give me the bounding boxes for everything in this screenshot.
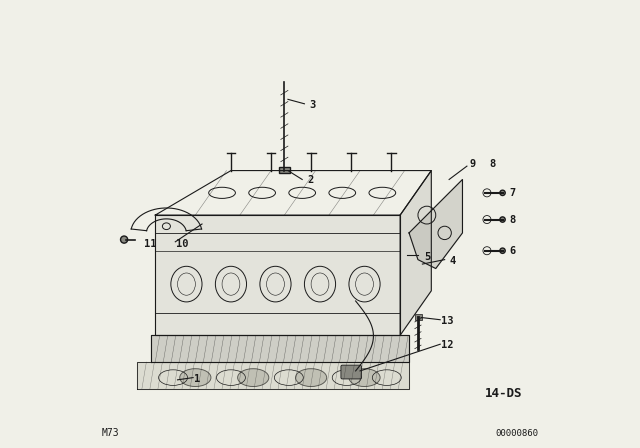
Ellipse shape [180,369,211,387]
Text: M73: M73 [102,428,120,438]
Polygon shape [156,215,400,335]
Text: 8: 8 [489,159,495,169]
Text: 9: 9 [470,159,476,169]
Polygon shape [409,180,463,268]
Ellipse shape [500,190,505,195]
Text: 4: 4 [449,256,456,267]
FancyBboxPatch shape [341,365,362,379]
Text: 2: 2 [308,175,314,185]
Text: 3: 3 [310,100,316,110]
FancyBboxPatch shape [415,314,422,320]
Ellipse shape [500,248,505,254]
Text: 12: 12 [441,340,454,350]
Text: 11: 11 [144,239,157,249]
Text: 1: 1 [194,374,200,384]
Text: 10: 10 [176,239,189,249]
Text: 5: 5 [424,251,431,262]
Text: 00000860: 00000860 [495,429,538,438]
Ellipse shape [349,369,380,387]
Ellipse shape [296,369,326,387]
Text: 7: 7 [509,188,515,198]
Text: 6: 6 [509,246,515,256]
Text: 14-DS: 14-DS [484,387,522,400]
FancyBboxPatch shape [279,168,290,173]
Ellipse shape [500,217,505,222]
Ellipse shape [237,369,269,387]
Text: 8: 8 [509,215,515,224]
Polygon shape [400,171,431,335]
Polygon shape [151,335,409,362]
Text: 13: 13 [441,316,454,326]
Polygon shape [138,362,409,389]
Ellipse shape [120,236,127,243]
